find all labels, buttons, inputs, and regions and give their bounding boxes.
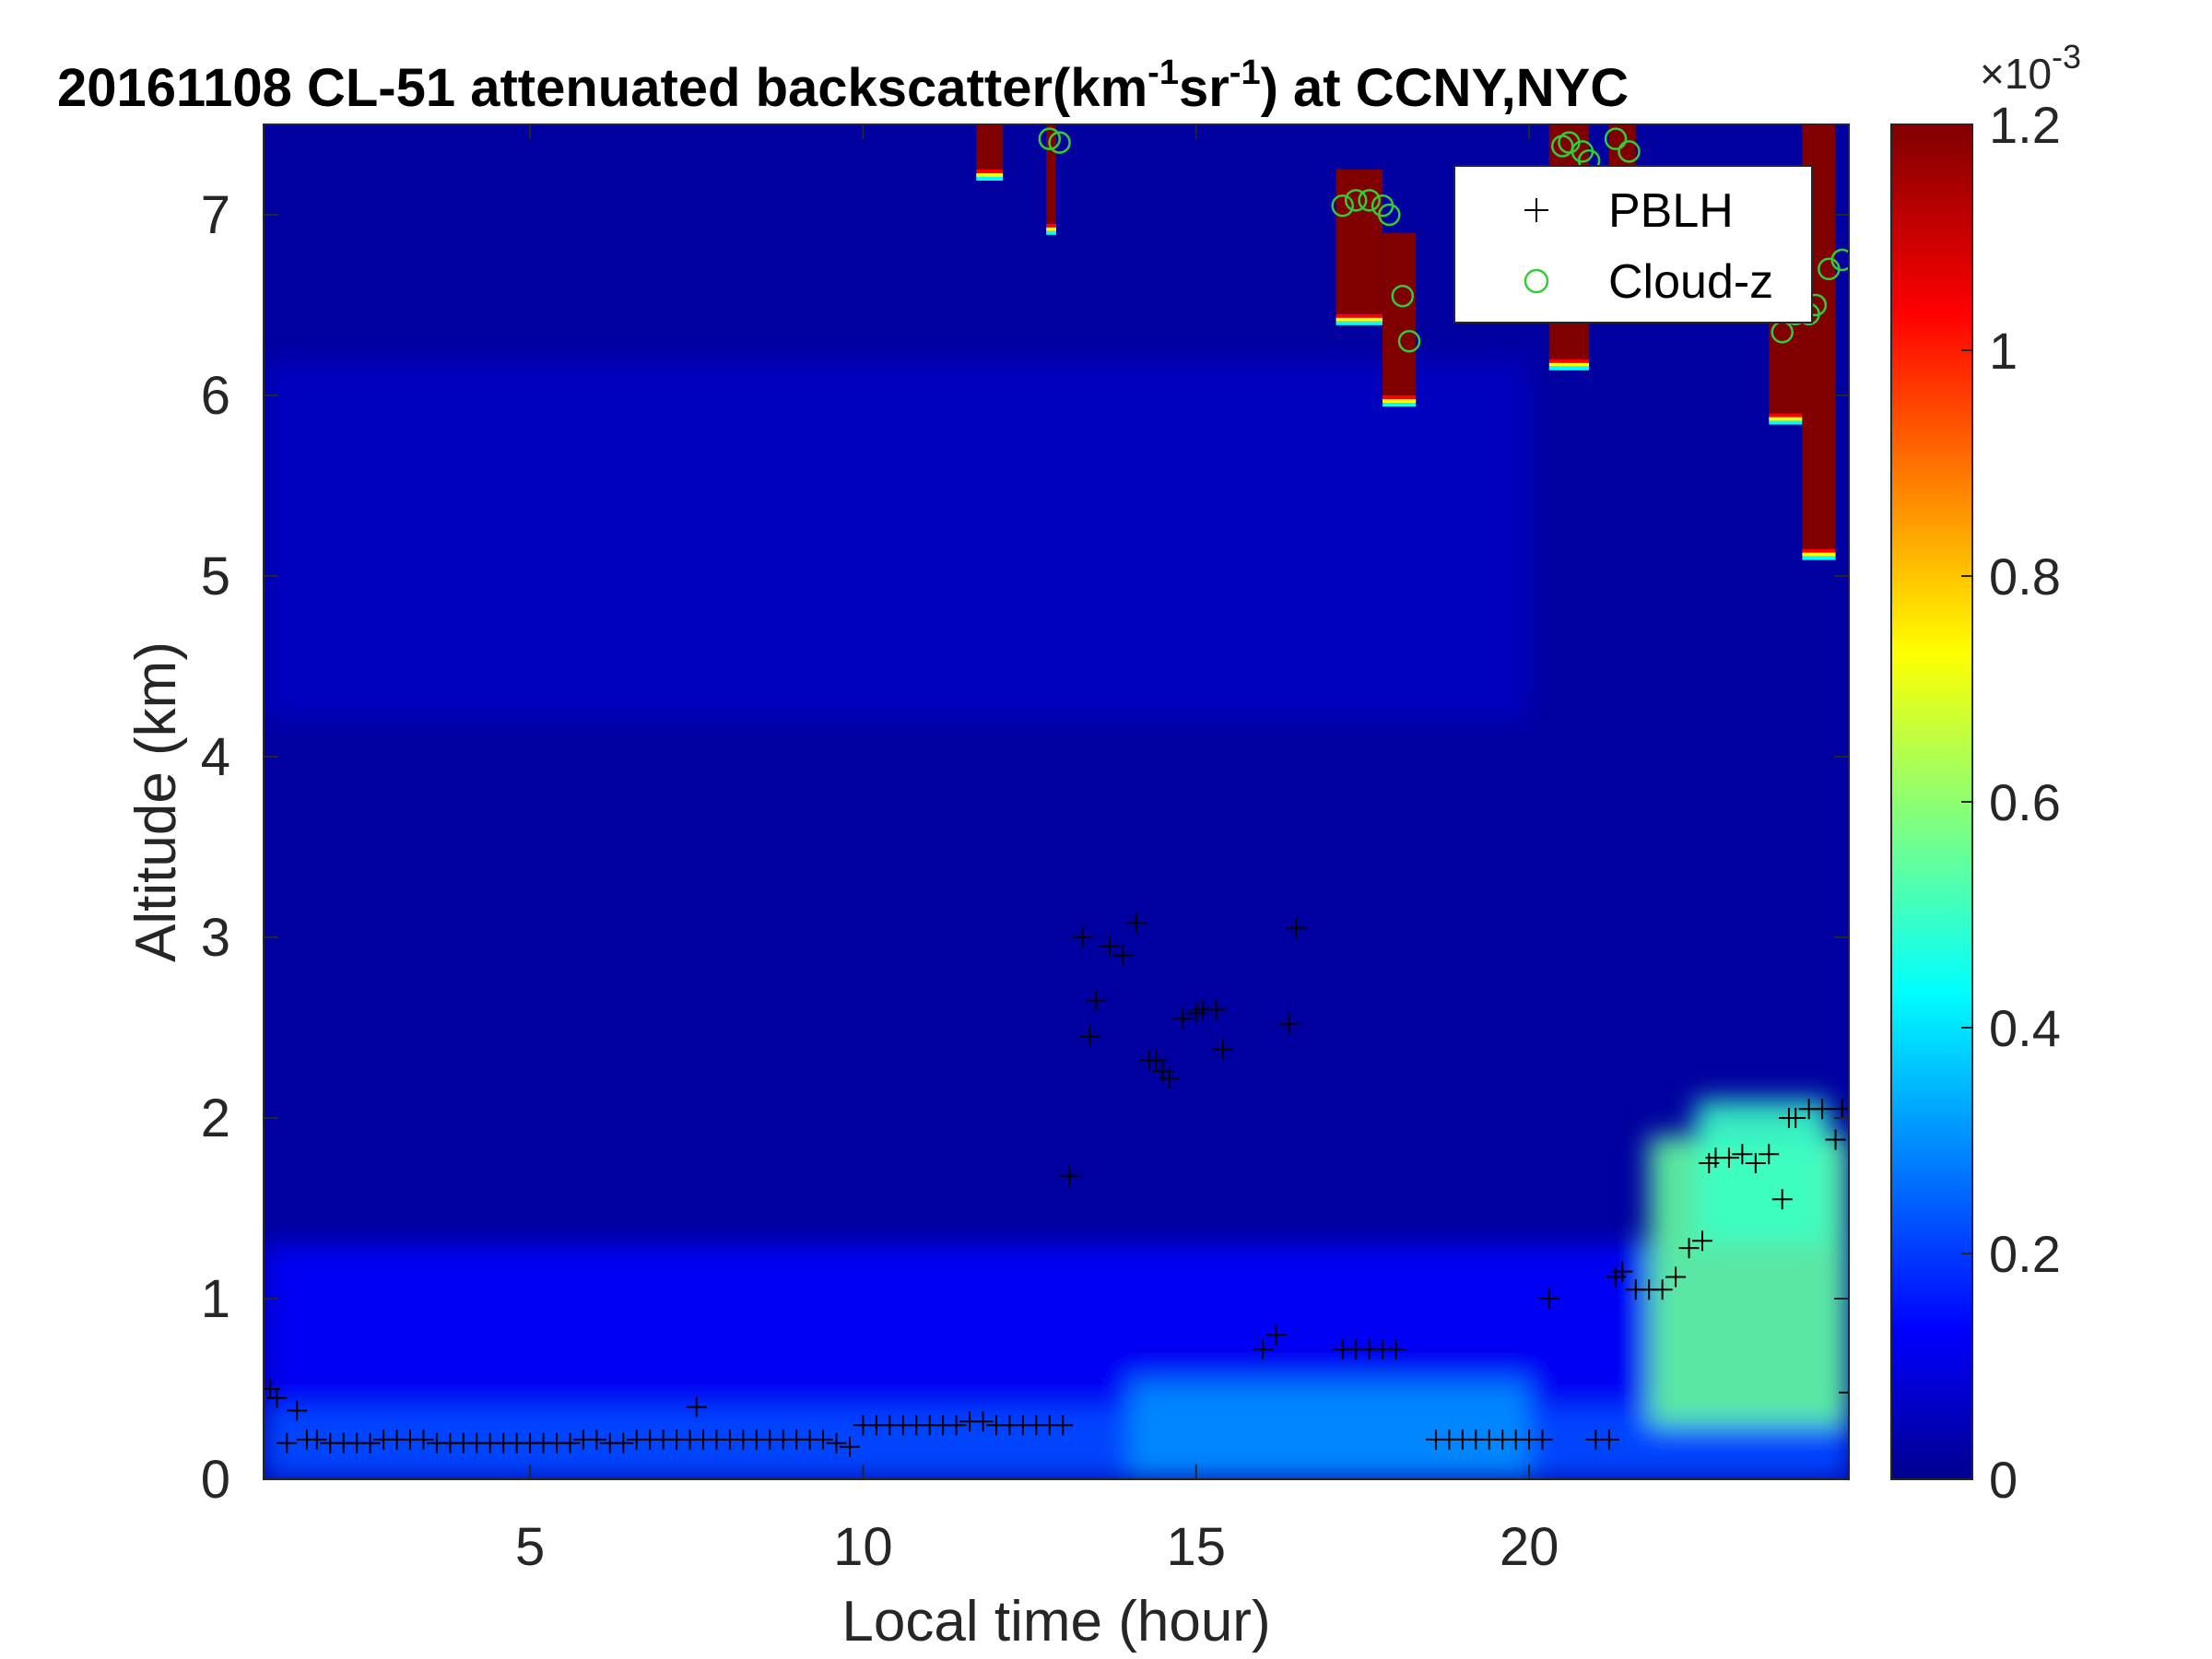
colorbar: 0 0.2 0.4 0.6 0.8 1 1.2 ×10-3 xyxy=(1891,38,2081,1509)
chart-title: 20161108 CL-51 attenuated backscatter(km… xyxy=(57,53,1629,118)
cloud-edge xyxy=(1046,231,1056,235)
colorbar-tick-label: 0.8 xyxy=(1989,547,2061,606)
cloud-edge xyxy=(1336,314,1383,318)
y-axis-label: Altitude (km) xyxy=(124,641,188,962)
legend: PBLH Cloud-z xyxy=(1454,166,1812,323)
cloud-edge xyxy=(1549,359,1589,363)
colorbar-gradient xyxy=(1891,124,1972,1479)
cloud-region xyxy=(1382,233,1416,395)
cloud-edge xyxy=(976,170,1003,173)
cloud-edge xyxy=(1802,557,1835,560)
cloud-region xyxy=(976,124,1003,170)
cloud-edge xyxy=(976,177,1003,181)
cloud-region xyxy=(1046,124,1056,224)
legend-pblh-label: PBLH xyxy=(1608,184,1734,238)
cloud-edge xyxy=(1549,367,1589,371)
cloud-edge xyxy=(1769,418,1802,421)
cloud-edge xyxy=(1769,414,1802,418)
x-tick-label: 10 xyxy=(833,1517,893,1577)
x-tick-label: 20 xyxy=(1500,1517,1559,1577)
y-tick-label: 5 xyxy=(201,547,230,606)
colorbar-tick-label: 0.6 xyxy=(1989,773,2061,831)
cloud-edge xyxy=(976,173,1003,177)
y-tick-label: 2 xyxy=(201,1088,230,1148)
colorbar-tick-label: 0.2 xyxy=(1989,1225,2061,1283)
cloud-edge xyxy=(1802,553,1835,557)
title-superscript-2: -1 xyxy=(1230,53,1261,92)
x-tick-label: 15 xyxy=(1167,1517,1227,1577)
y-tick-label: 1 xyxy=(201,1269,230,1329)
cloud-edge xyxy=(1382,399,1416,403)
colorbar-tick-label: 1.2 xyxy=(1989,96,2061,154)
legend-cloud-z-label: Cloud-z xyxy=(1608,255,1773,309)
afternoon-mixing xyxy=(1129,1380,1529,1479)
cloud-edge xyxy=(1336,322,1383,325)
colorbar-tick-label: 1 xyxy=(1989,322,2018,380)
evening-top xyxy=(1696,1100,1830,1244)
plot-area xyxy=(260,124,1859,1479)
colorbar-multiplier: ×10-3 xyxy=(1980,38,2081,98)
cloud-edge xyxy=(1549,363,1589,367)
cloud-edge xyxy=(1382,395,1416,399)
x-axis-label: Local time (hour) xyxy=(841,1590,1270,1653)
colorbar-ticks: 0 0.2 0.4 0.6 0.8 1 1.2 xyxy=(1961,96,2061,1509)
cloud-edge xyxy=(1802,549,1835,553)
colorbar-tick-label: 0 xyxy=(1989,1451,2018,1509)
y-tick-label: 4 xyxy=(201,727,230,787)
y-tick-label: 6 xyxy=(201,366,230,426)
cloud-edge xyxy=(1046,228,1056,231)
x-tick-label: 5 xyxy=(515,1517,545,1577)
cloud-edge xyxy=(1382,403,1416,406)
y-tick-label: 7 xyxy=(201,185,230,245)
cloud-edge xyxy=(1769,421,1802,425)
y-tick-label: 0 xyxy=(201,1450,230,1510)
residual-haze xyxy=(264,359,1529,721)
colorbar-multiplier-exponent: -3 xyxy=(2052,38,2081,76)
colorbar-tick-label: 0.4 xyxy=(1989,999,2061,1057)
title-superscript-1: -1 xyxy=(1147,53,1179,92)
y-tick-label: 3 xyxy=(201,908,230,968)
cloud-edge xyxy=(1046,224,1056,228)
cloud-edge xyxy=(1336,318,1383,322)
